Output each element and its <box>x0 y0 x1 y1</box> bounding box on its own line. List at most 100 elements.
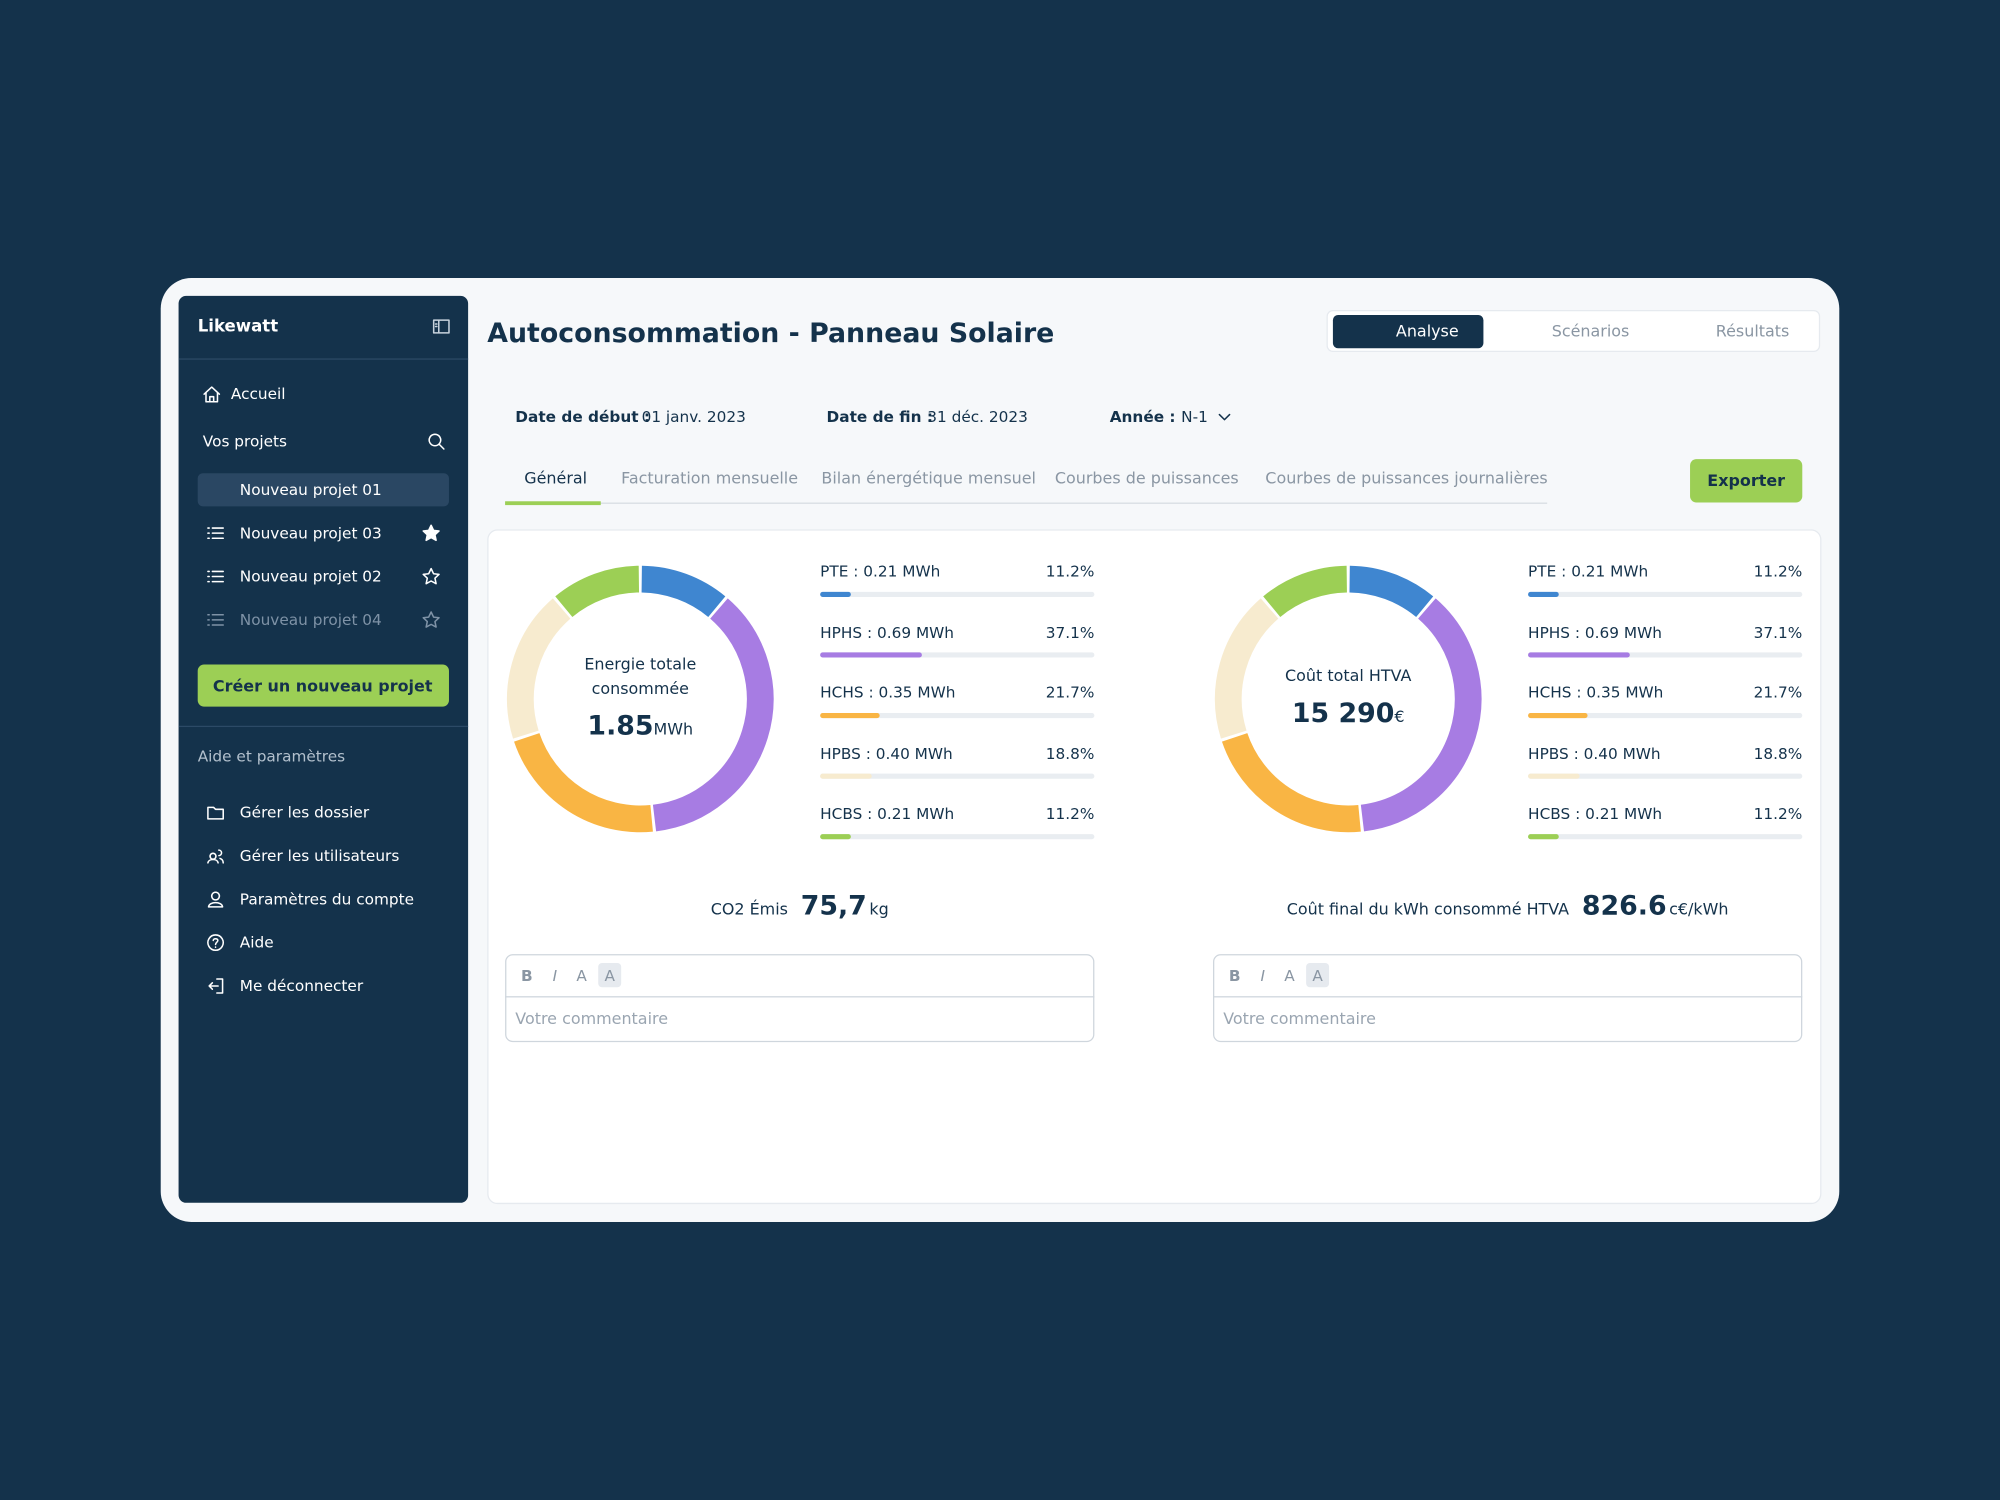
legend-label: HCHS : 0.35 MWh <box>1528 683 1664 702</box>
bar-track <box>820 834 1095 840</box>
editor-button[interactable]: A <box>1312 966 1323 985</box>
filter-label: Année : <box>1109 408 1176 427</box>
legend-percent: 18.8% <box>1753 744 1803 763</box>
editor-button[interactable]: A <box>604 966 615 985</box>
donut-segment <box>1214 598 1279 739</box>
bar <box>1528 773 1580 779</box>
center-unit: MWh <box>653 719 694 739</box>
center-unit: € <box>1394 706 1405 726</box>
comment-placeholder[interactable]: Votre commentaire <box>515 1008 669 1029</box>
center-number: 1.85 <box>587 710 654 742</box>
divider <box>178 358 469 360</box>
center-number: 15 290 <box>1291 697 1395 729</box>
settings-item[interactable]: Paramètres du compte <box>239 890 415 909</box>
settings-icon <box>207 891 224 908</box>
bar-track <box>820 713 1095 719</box>
editor-button[interactable]: A <box>576 966 587 985</box>
star-icon <box>422 611 440 628</box>
bar <box>820 834 851 840</box>
settings-item[interactable]: Me déconnecter <box>239 977 364 995</box>
legend-label: HPBS : 0.40 MWh <box>1528 744 1661 763</box>
legend-label: HPBS : 0.40 MWh <box>820 744 953 763</box>
editor-button[interactable]: B <box>1228 966 1241 985</box>
donut-segment <box>1360 598 1482 832</box>
editor-divider <box>505 996 1095 998</box>
legend-percent: 18.8% <box>1045 744 1095 763</box>
donut-segment <box>641 565 726 618</box>
bar <box>1528 713 1588 719</box>
settings-icon <box>207 806 224 820</box>
tab[interactable]: Analyse <box>1395 321 1459 341</box>
editor-button[interactable]: B <box>520 966 533 985</box>
project-item[interactable]: Nouveau projet 03 <box>239 524 382 543</box>
donut-segment <box>1349 565 1434 618</box>
list-icon <box>207 527 224 540</box>
legend-percent: 11.2% <box>1753 562 1803 581</box>
filter-value[interactable]: N-1 <box>1181 408 1208 427</box>
bar-track <box>820 591 1095 597</box>
center-value: 15 290€ <box>1221 696 1476 729</box>
page-title: Autoconsommation - Panneau Solaire <box>487 317 1055 349</box>
center-value: 1.85MWh <box>513 709 768 742</box>
bar-track <box>1528 834 1803 840</box>
settings-item[interactable]: Gérer les dossier <box>239 803 370 822</box>
search-icon <box>428 433 445 450</box>
settings-item[interactable]: Gérer les utilisateurs <box>239 846 400 865</box>
bar <box>820 591 851 597</box>
create-button-label[interactable]: Créer un nouveau projet <box>212 676 433 696</box>
legend-label: PTE : 0.21 MWh <box>1528 562 1649 581</box>
create-button[interactable] <box>197 664 449 707</box>
nav-home[interactable]: Accueil <box>230 385 286 404</box>
star-icon <box>422 567 440 585</box>
divider <box>178 725 469 728</box>
help-title: Aide et paramètres <box>197 747 346 766</box>
donut-segment <box>1221 732 1361 833</box>
legend-label: HPHS : 0.69 MWh <box>1528 623 1662 641</box>
tab[interactable]: Résultats <box>1715 321 1790 341</box>
star-icon <box>422 524 440 542</box>
bar-track <box>1528 591 1803 597</box>
tab[interactable]: Scénarios <box>1551 321 1630 341</box>
settings-item[interactable]: Aide <box>239 933 274 952</box>
donut-segment <box>555 565 640 618</box>
legend-percent: 37.1% <box>1753 623 1803 641</box>
footer-unit: c€/kWh <box>1669 899 1729 919</box>
filter-value: 31 déc. 2023 <box>927 408 1028 427</box>
bar <box>1528 834 1559 840</box>
center-label: Energie totale consommée <box>584 654 697 698</box>
home-icon <box>203 386 221 403</box>
subtab[interactable]: Facturation mensuelle <box>621 468 799 488</box>
filter-label: Date de début : <box>515 408 650 427</box>
settings-icon <box>207 934 224 951</box>
projects-title: Vos projets <box>202 432 287 451</box>
legend-label: PTE : 0.21 MWh <box>820 562 941 581</box>
legend-label: HCBS : 0.21 MWh <box>1528 804 1663 823</box>
export-button[interactable] <box>1690 459 1803 503</box>
project-item[interactable]: Nouveau projet 01 <box>239 480 382 499</box>
filter-value: 01 janv. 2023 <box>641 408 746 427</box>
bar-track <box>1528 713 1803 719</box>
editor-button[interactable]: I <box>1260 966 1266 985</box>
editor-button[interactable]: I <box>552 966 558 985</box>
project-item[interactable]: Nouveau projet 04 <box>239 610 382 629</box>
subtab[interactable]: Bilan énergétique mensuel <box>821 468 1036 488</box>
export-button-label[interactable]: Exporter <box>1707 470 1786 490</box>
legend-label: HCHS : 0.35 MWh <box>820 683 956 702</box>
footer-value: 826.6 <box>1581 890 1667 921</box>
filter-label: Date de fin : <box>826 408 933 427</box>
subtab[interactable]: Courbes de puissances <box>1054 468 1239 488</box>
comment-placeholder[interactable]: Votre commentaire <box>1223 1008 1376 1029</box>
bar <box>1528 591 1559 597</box>
legend-percent: 21.7% <box>1045 683 1095 702</box>
subtab-line <box>505 502 1548 504</box>
subtab[interactable]: Courbes de puissances journalières <box>1265 468 1548 488</box>
bar-track <box>1528 773 1803 779</box>
project-item[interactable]: Nouveau projet 02 <box>239 567 382 586</box>
subtab[interactable]: Général <box>524 468 588 488</box>
center-label: Coût total HTVA <box>1285 665 1412 685</box>
footer-metric: Coût final du kWh consommé HTVA 826.6 c€/k… <box>1213 888 1802 924</box>
settings-icon <box>208 978 224 994</box>
editor-button[interactable]: A <box>1284 966 1295 985</box>
legend-percent: 11.2% <box>1045 562 1095 581</box>
